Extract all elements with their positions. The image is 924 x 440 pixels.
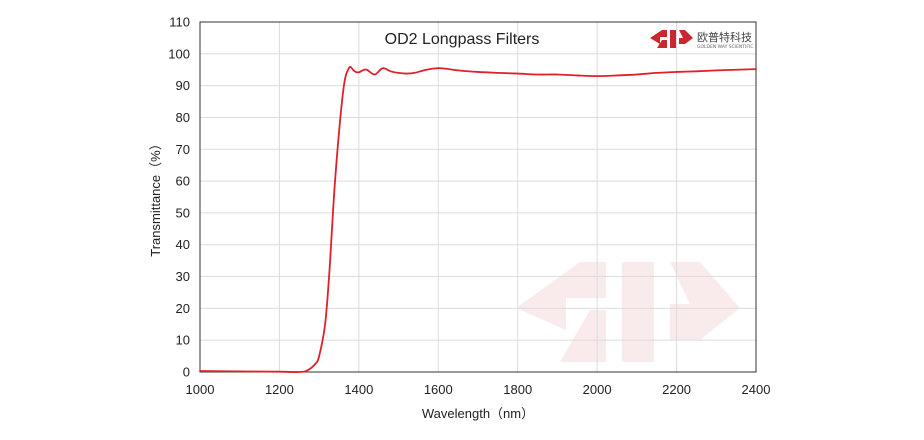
y-axis-title: Transmittance（%） — [148, 137, 163, 256]
y-tick-label: 10 — [176, 333, 190, 348]
y-tick-label: 50 — [176, 205, 190, 220]
y-tick-label: 20 — [176, 301, 190, 316]
y-tick-label: 70 — [176, 142, 190, 157]
logo-chinese-name: 欧普特科技 — [697, 30, 752, 44]
y-axis-tick-labels: 0 10 20 30 40 50 60 70 80 90 100 110 — [168, 15, 190, 380]
chart-title: OD2 Longpass Filters — [385, 31, 540, 48]
x-tick-label: 2000 — [583, 382, 612, 397]
x-axis-tick-labels: 1000 1200 1400 1600 1800 2000 2200 2400 — [186, 382, 771, 397]
grid-lines — [200, 22, 756, 372]
y-tick-label: 60 — [176, 174, 190, 189]
logo-mark-icon — [650, 30, 693, 48]
y-tick-label: 100 — [168, 46, 190, 61]
x-tick-label: 2200 — [662, 382, 691, 397]
company-logo: 欧普特科技 GOLDEN WAY SCIENTIFIC — [650, 30, 753, 50]
x-tick-label: 1200 — [265, 382, 294, 397]
x-axis-title: Wavelength（nm） — [422, 406, 534, 421]
x-tick-label: 2400 — [742, 382, 771, 397]
x-tick-label: 1800 — [503, 382, 532, 397]
y-tick-label: 30 — [176, 269, 190, 284]
logo-english-name: GOLDEN WAY SCIENTIFIC — [697, 44, 753, 50]
x-tick-label: 1000 — [186, 382, 215, 397]
x-tick-label: 1400 — [344, 382, 373, 397]
y-tick-label: 90 — [176, 78, 190, 93]
plot-frame — [199, 21, 757, 373]
series-layer — [199, 65, 757, 373]
watermark-logo — [516, 262, 740, 362]
y-tick-label: 40 — [176, 237, 190, 252]
y-tick-label: 80 — [176, 110, 190, 125]
transmittance-series-line — [199, 65, 757, 373]
y-tick-label: 0 — [183, 365, 190, 380]
x-tick-label: 1600 — [424, 382, 453, 397]
y-tick-label: 110 — [169, 15, 190, 30]
